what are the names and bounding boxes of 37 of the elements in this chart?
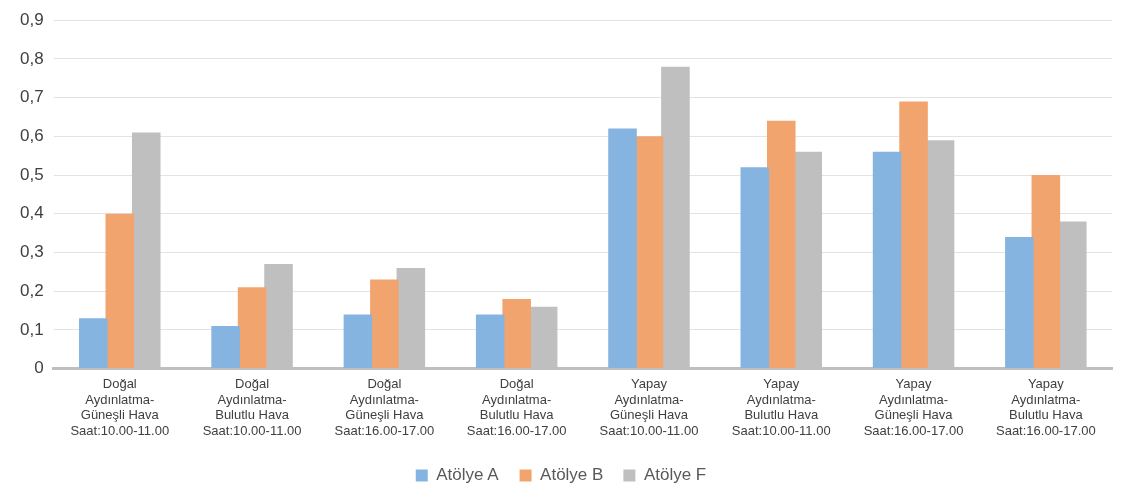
x-tick-label: Doğal Aydınlatma- Bulutlu Hava Saat:10.00-11.00 (202, 375, 302, 438)
bar (899, 101, 928, 369)
legend-label: Atölye B (540, 465, 604, 485)
x-tick-label: Yapay Aydınlatma- Bulutlu Hava Saat:16.00-17.00 (995, 375, 1096, 438)
y-tick-label: 0,2 (19, 280, 44, 300)
y-tick-label: 0,5 (19, 164, 44, 184)
bar (634, 136, 664, 369)
bar (1005, 236, 1034, 369)
bar (475, 314, 505, 369)
y-tick-label: 0,9 (19, 9, 44, 29)
bar (211, 326, 240, 369)
bar (766, 120, 796, 369)
y-tick-label: 0,4 (19, 203, 44, 223)
x-tick-label: Yapay Aydınlatma- Güneşli Hava Saat:16.00-17.00 (863, 375, 964, 438)
legend-label: Atölye F (643, 465, 707, 485)
x-tick-label: Doğal Aydınlatma- Güneşli Hava Saat:10.00-11.00 (70, 375, 170, 438)
bar (740, 167, 770, 369)
bar (79, 318, 108, 369)
y-tick-label: 0,7 (19, 87, 44, 107)
bar (105, 213, 135, 369)
y-tick-label: 0,6 (19, 126, 44, 146)
x-tick-label: Doğal Aydınlatma- Güneşli Hava Saat:16.00-17.00 (334, 375, 435, 438)
x-tick-label: Yapay Aydınlatma- Güneşli Hava Saat:10.00-11.00 (599, 375, 699, 438)
y-tick-label: 0,8 (19, 48, 44, 68)
bar (343, 314, 373, 369)
bar (1031, 175, 1061, 369)
y-tick-label: 0,1 (19, 319, 44, 339)
legend-label: Atölye A (436, 465, 500, 485)
bar (370, 279, 399, 369)
bar (872, 151, 902, 369)
y-tick-label: 0 (34, 358, 44, 378)
bar (502, 298, 531, 369)
x-tick-label: Doğal Aydınlatma- Bulutlu Hava Saat:16.00-17.00 (466, 375, 567, 438)
y-tick-label: 0,3 (19, 242, 44, 262)
bar (608, 128, 637, 369)
x-tick-label: Yapay Aydınlatma- Bulutlu Hava Saat:10.00-11.00 (731, 375, 831, 438)
bar (237, 287, 267, 369)
